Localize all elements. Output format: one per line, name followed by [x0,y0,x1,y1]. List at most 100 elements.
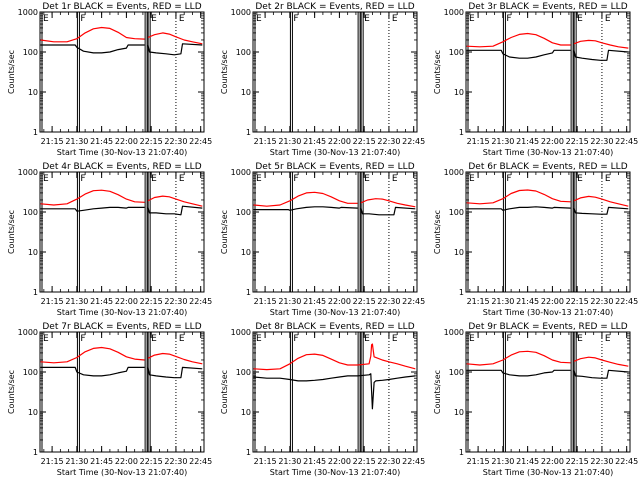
x-tick-label: 22:45 [402,137,425,146]
marker-label: E [577,334,583,344]
series-lld-line [147,195,203,207]
x-tick-label: 21:45 [303,137,326,146]
panel-det-3r: Det 3r BLACK = Events, RED = LLD 1 10 100 10… [433,2,638,157]
marker-label: E [179,174,185,184]
plot-frame [39,11,205,133]
x-tick-label: 21:15 [254,297,277,306]
y-tick-label: 10 [454,248,464,257]
plot-frame [465,331,631,453]
y-tick-label: 100 [236,208,251,217]
x-tick-label: 21:15 [467,297,490,306]
x-tick-label: 21:30 [65,137,88,146]
x-tick-label: 22:15 [353,137,376,146]
x-tick-label: 21:30 [278,297,301,306]
x-tick-label: 22:00 [541,137,564,146]
x-tick-label: 22:45 [402,457,425,466]
panel-det-9r: Det 9r BLACK = Events, RED = LLD 1 10 100 10… [433,322,638,477]
y-tick-label: 100 [236,48,251,57]
y-axis-label: Counts/sec [7,370,16,414]
x-tick-label: 22:30 [164,457,187,466]
panel-title: Det 8r BLACK = Events, RED = LLD [255,322,414,332]
x-tick-label: 21:30 [491,457,514,466]
marker-label: E [43,334,49,344]
x-tick-label: 22:15 [140,457,163,466]
y-axis-label: Counts/sec [433,210,442,254]
series-lld-line [40,346,145,364]
panel-title: Det 9r BLACK = Events, RED = LLD [468,322,627,332]
y-tick-label: 1 [33,448,38,457]
x-tick-label: 22:45 [615,137,638,146]
x-tick-label: 22:15 [566,137,589,146]
marker-label: E [364,14,370,24]
plot-frame [39,331,205,453]
marker-label: E [392,174,398,184]
series-lld-line [573,356,629,367]
marker-label: E [605,334,611,344]
x-axis-label: Start Time (30-Nov-13 21:07:40) [57,148,187,157]
y-tick-label: 100 [23,48,38,57]
y-tick-label: 100 [23,208,38,217]
y-axis-label: Counts/sec [7,210,16,254]
x-tick-label: 22:30 [590,457,613,466]
y-tick-label: 10 [241,88,251,97]
x-tick-label: 22:30 [377,297,400,306]
x-tick-label: 21:45 [516,457,539,466]
x-tick-label: 21:30 [491,297,514,306]
y-axis-label: Counts/sec [433,370,442,414]
x-tick-label: 21:15 [254,457,277,466]
plot-frame [39,171,205,293]
y-tick-label: 1 [459,128,464,137]
marker-label: E [364,334,370,344]
x-tick-label: 22:30 [164,137,187,146]
panel-title: Det 7r BLACK = Events, RED = LLD [42,322,201,332]
series-events-line [40,366,145,377]
x-tick-label: 22:00 [115,137,138,146]
series-events-line [573,49,629,61]
plot-frame [465,171,631,293]
x-tick-label: 21:45 [303,297,326,306]
y-tick-label: 1000 [231,168,251,177]
y-tick-label: 1000 [444,328,464,337]
x-tick-label: 21:30 [278,137,301,146]
plot-frame [252,171,418,293]
y-tick-label: 10 [28,408,38,417]
series-lld-line [253,191,358,207]
marker-label: E [256,334,262,344]
panel-det-7r: Det 7r BLACK = Events, RED = LLD 1 10 100 10… [7,322,212,477]
x-tick-label: 22:45 [402,297,425,306]
plot-frame [252,11,418,133]
x-tick-label: 21:30 [278,457,301,466]
marker-label: F [80,14,85,24]
x-tick-label: 21:45 [90,297,113,306]
series-events-line [147,43,203,56]
panel-det-4r: Det 4r BLACK = Events, RED = LLD 1 10 100 10… [7,162,212,317]
marker-label: F [506,174,511,184]
y-tick-label: 1 [246,448,251,457]
marker-label: E [151,174,157,184]
series-events-line [573,206,629,215]
x-tick-label: 22:45 [189,297,212,306]
series-lld-line [40,189,145,206]
x-tick-label: 22:30 [377,457,400,466]
series-events-line [573,369,629,379]
x-tick-label: 22:45 [189,457,212,466]
y-tick-label: 1000 [231,8,251,17]
x-tick-label: 22:15 [140,297,163,306]
x-tick-label: 22:00 [541,297,564,306]
x-tick-label: 22:30 [590,137,613,146]
series-lld-line [360,198,416,208]
y-tick-label: 1000 [18,328,38,337]
y-tick-label: 1 [459,288,464,297]
x-tick-label: 21:15 [41,137,64,146]
y-tick-label: 10 [454,408,464,417]
x-tick-label: 22:00 [115,297,138,306]
x-tick-label: 22:00 [115,457,138,466]
marker-label: F [506,334,511,344]
marker-label: E [469,334,475,344]
marker-label: F [80,334,85,344]
series-events-line [147,366,203,379]
marker-label: E [392,334,398,344]
y-tick-label: 100 [23,368,38,377]
x-tick-label: 22:15 [353,457,376,466]
